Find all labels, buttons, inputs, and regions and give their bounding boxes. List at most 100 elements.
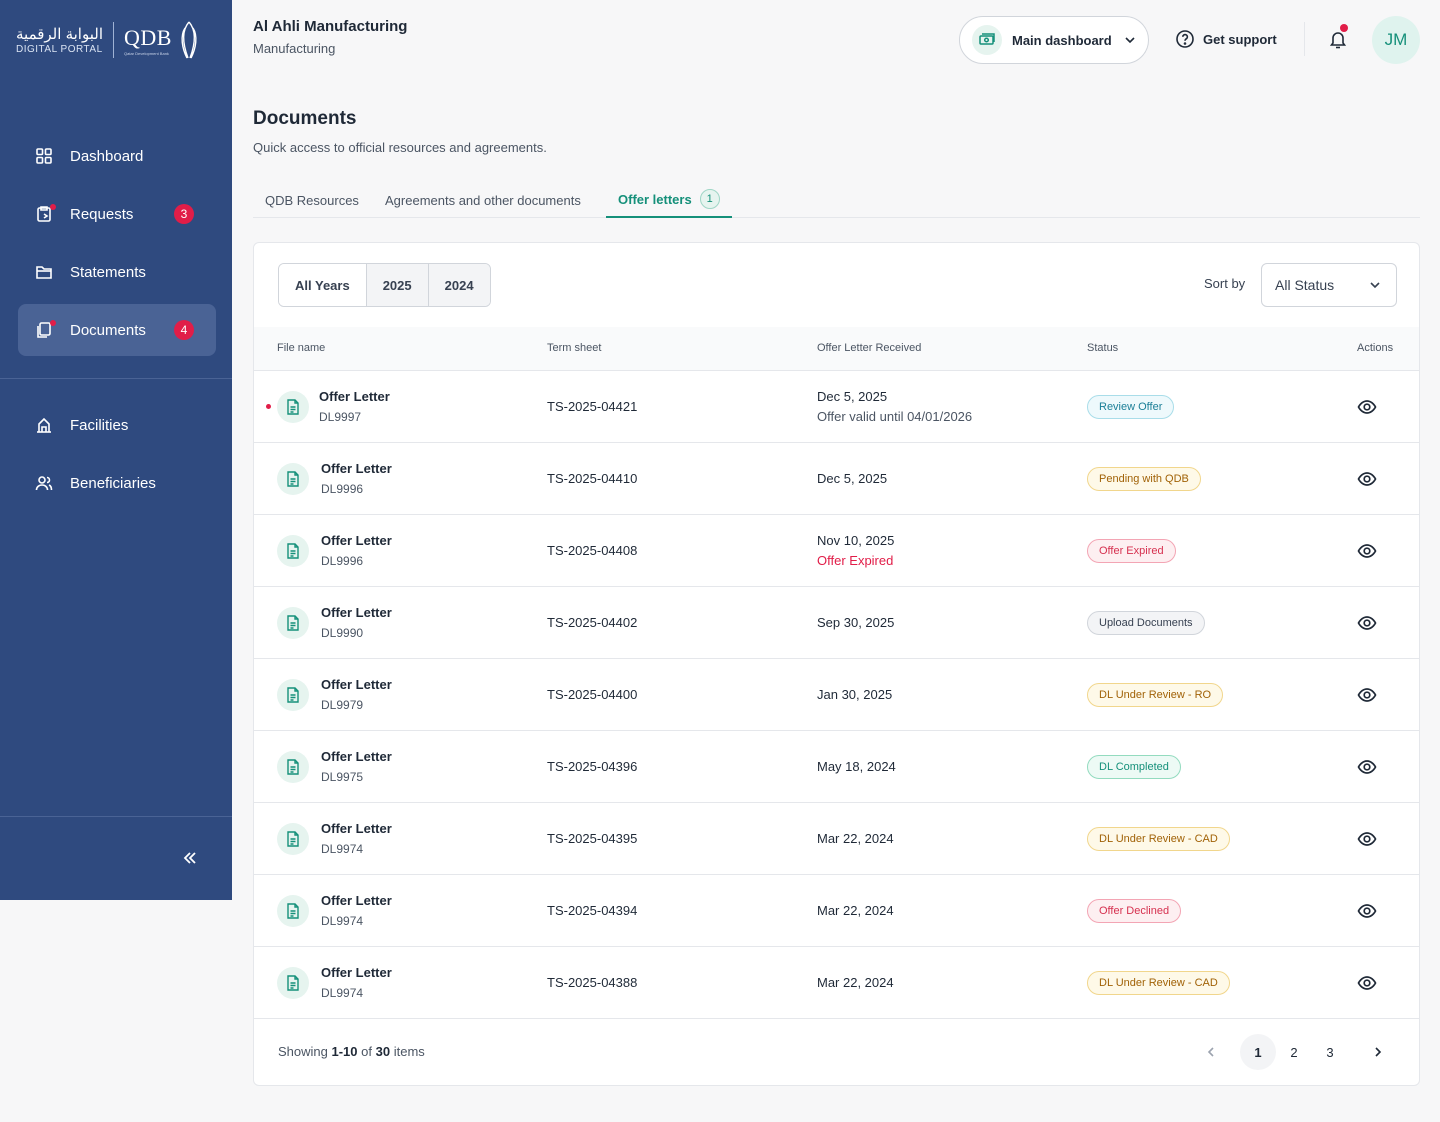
- term-sheet: TS-2025-04394: [547, 903, 638, 918]
- page-button-3[interactable]: 3: [1326, 1044, 1334, 1060]
- page-button-1[interactable]: 1: [1240, 1034, 1276, 1070]
- chevron-left-icon: [1207, 1047, 1214, 1057]
- tab-agreements[interactable]: Agreements and other documents: [385, 182, 581, 218]
- term-sheet: TS-2025-04388: [547, 975, 638, 990]
- documents-count-badge: 4: [174, 320, 194, 340]
- file-id: DL9990: [321, 626, 364, 640]
- tab-qdb-resources[interactable]: QDB Resources: [265, 182, 359, 218]
- file-name: Offer Letter: [321, 821, 392, 836]
- sidebar-item-label: Statements: [70, 263, 146, 281]
- file-id: DL9996: [321, 482, 364, 496]
- file-id: DL9979: [321, 698, 364, 712]
- qdb-logo[interactable]: البوابة الرقمية DIGITAL PORTAL QDB Qatar…: [16, 20, 202, 60]
- table-row[interactable]: Offer Letter DL9990 TS-2025-04402 Sep 30, 2…: [254, 587, 1419, 659]
- eye-icon: [1357, 760, 1377, 774]
- received-date: Jan 30, 2025: [817, 687, 893, 702]
- page-title: Documents: [253, 108, 357, 129]
- year-filter-all[interactable]: All Years: [279, 264, 366, 306]
- view-button[interactable]: [1357, 973, 1377, 993]
- view-button[interactable]: [1357, 685, 1377, 705]
- file-icon: [287, 759, 299, 775]
- term-sheet: TS-2025-04400: [547, 687, 638, 702]
- sidebar-item-requests[interactable]: Requests 3: [18, 188, 216, 240]
- file-icon-wrap: [277, 823, 309, 855]
- year-filter-2024[interactable]: 2024: [427, 264, 490, 306]
- table-row[interactable]: Offer Letter DL9996 TS-2025-04410 Dec 5, 20…: [254, 443, 1419, 515]
- view-button[interactable]: [1357, 469, 1377, 489]
- received-date: Dec 5, 2025: [817, 471, 888, 486]
- term-sheet: TS-2025-04408: [547, 543, 638, 558]
- eye-icon: [1357, 976, 1377, 990]
- view-button[interactable]: [1357, 757, 1377, 777]
- table-row[interactable]: Offer Letter DL9974 TS-2025-04388 Mar 22, 2…: [254, 947, 1419, 1019]
- help-circle-icon: [1176, 30, 1194, 48]
- view-button[interactable]: [1357, 541, 1377, 561]
- view-button[interactable]: [1357, 829, 1377, 849]
- sidebar-item-documents[interactable]: Documents 4: [18, 304, 216, 356]
- offer-letters-card: All Years 2025 2024 Sort by All Status F…: [253, 242, 1420, 1086]
- users-icon: [34, 473, 54, 493]
- file-icon: [287, 831, 299, 847]
- eye-icon: [1357, 472, 1377, 486]
- avatar[interactable]: JM: [1372, 16, 1420, 64]
- term-sheet: TS-2025-04402: [547, 615, 638, 630]
- table-row[interactable]: Offer Letter DL9975 TS-2025-04396 May 18, 2…: [254, 731, 1419, 803]
- sidebar-item-label: Requests: [70, 205, 134, 223]
- sidebar-bottom-divider: [0, 816, 232, 817]
- header-divider: [1304, 22, 1305, 56]
- view-button[interactable]: [1357, 901, 1377, 921]
- table-row[interactable]: Offer Letter DL9974 TS-2025-04394 Mar 22, 2…: [254, 875, 1419, 947]
- logo-divider: [113, 22, 114, 58]
- file-icon: [287, 543, 299, 559]
- status-sort-select[interactable]: All Status: [1261, 263, 1397, 307]
- received-date: Nov 10, 2025: [817, 533, 895, 548]
- view-button[interactable]: [1357, 613, 1377, 633]
- documents-unread-dot: [50, 320, 56, 326]
- sidebar-nav: Dashboard Requests 3 Statements Document…: [18, 130, 216, 362]
- chevron-down-icon: [1124, 34, 1136, 46]
- documents-icon: [34, 320, 54, 340]
- eye-icon: [1357, 688, 1377, 702]
- file-icon-wrap: [277, 679, 309, 711]
- status-badge: Offer Expired: [1087, 539, 1176, 563]
- received-date: Mar 22, 2024: [817, 903, 894, 918]
- main-dashboard-dropdown[interactable]: Main dashboard: [959, 16, 1149, 64]
- get-support-label: Get support: [1203, 31, 1277, 47]
- sidebar-nav-secondary: Facilities Beneficiaries: [18, 399, 216, 515]
- sidebar-item-label: Beneficiaries: [70, 474, 156, 492]
- table-row[interactable]: Offer Letter DL9974 TS-2025-04395 Mar 22, 2…: [254, 803, 1419, 875]
- get-support-button[interactable]: Get support: [1175, 29, 1277, 49]
- sidebar-item-facilities[interactable]: Facilities: [18, 399, 216, 451]
- collapse-sidebar-button[interactable]: [178, 846, 202, 870]
- notifications-button[interactable]: [1327, 24, 1349, 50]
- file-icon: [287, 615, 299, 631]
- document-tabs: QDB Resources Agreements and other docum…: [253, 182, 1420, 218]
- view-button[interactable]: [1357, 397, 1377, 417]
- showing-of: of: [361, 1044, 372, 1059]
- year-filter: All Years 2025 2024: [278, 263, 491, 307]
- column-header-file-name: File name: [277, 342, 326, 354]
- term-sheet: TS-2025-04396: [547, 759, 638, 774]
- table-row[interactable]: Offer Letter DL9997 TS-2025-04421 Dec 5, 20…: [254, 371, 1419, 443]
- year-filter-2025[interactable]: 2025: [365, 264, 428, 306]
- table-row[interactable]: Offer Letter DL9996 TS-2025-04408 Nov 10, 2…: [254, 515, 1419, 587]
- sidebar-item-beneficiaries[interactable]: Beneficiaries: [18, 457, 216, 509]
- sidebar: البوابة الرقمية DIGITAL PORTAL QDB Qatar…: [0, 0, 232, 900]
- file-id: DL9974: [321, 914, 364, 928]
- sidebar-item-statements[interactable]: Statements: [18, 246, 216, 298]
- next-page-button[interactable]: [1366, 1034, 1390, 1070]
- file-name: Offer Letter: [321, 533, 392, 548]
- file-icon-wrap: [277, 751, 309, 783]
- table-row[interactable]: Offer Letter DL9979 TS-2025-04400 Jan 30, 2…: [254, 659, 1419, 731]
- file-icon-wrap: [277, 463, 309, 495]
- file-icon: [287, 399, 299, 415]
- sidebar-item-dashboard[interactable]: Dashboard: [18, 130, 216, 182]
- page-button-2[interactable]: 2: [1290, 1044, 1298, 1060]
- previous-page-button[interactable]: [1199, 1034, 1223, 1070]
- tab-label: Agreements and other documents: [385, 192, 581, 208]
- logo-english-text: DIGITAL PORTAL: [16, 43, 103, 55]
- status-badge: DL Under Review - RO: [1087, 683, 1224, 707]
- status-badge: DL Under Review - CAD: [1087, 827, 1230, 851]
- status-badge: DL Under Review - CAD: [1087, 971, 1230, 995]
- tab-offer-letters[interactable]: Offer letters 1: [606, 182, 732, 218]
